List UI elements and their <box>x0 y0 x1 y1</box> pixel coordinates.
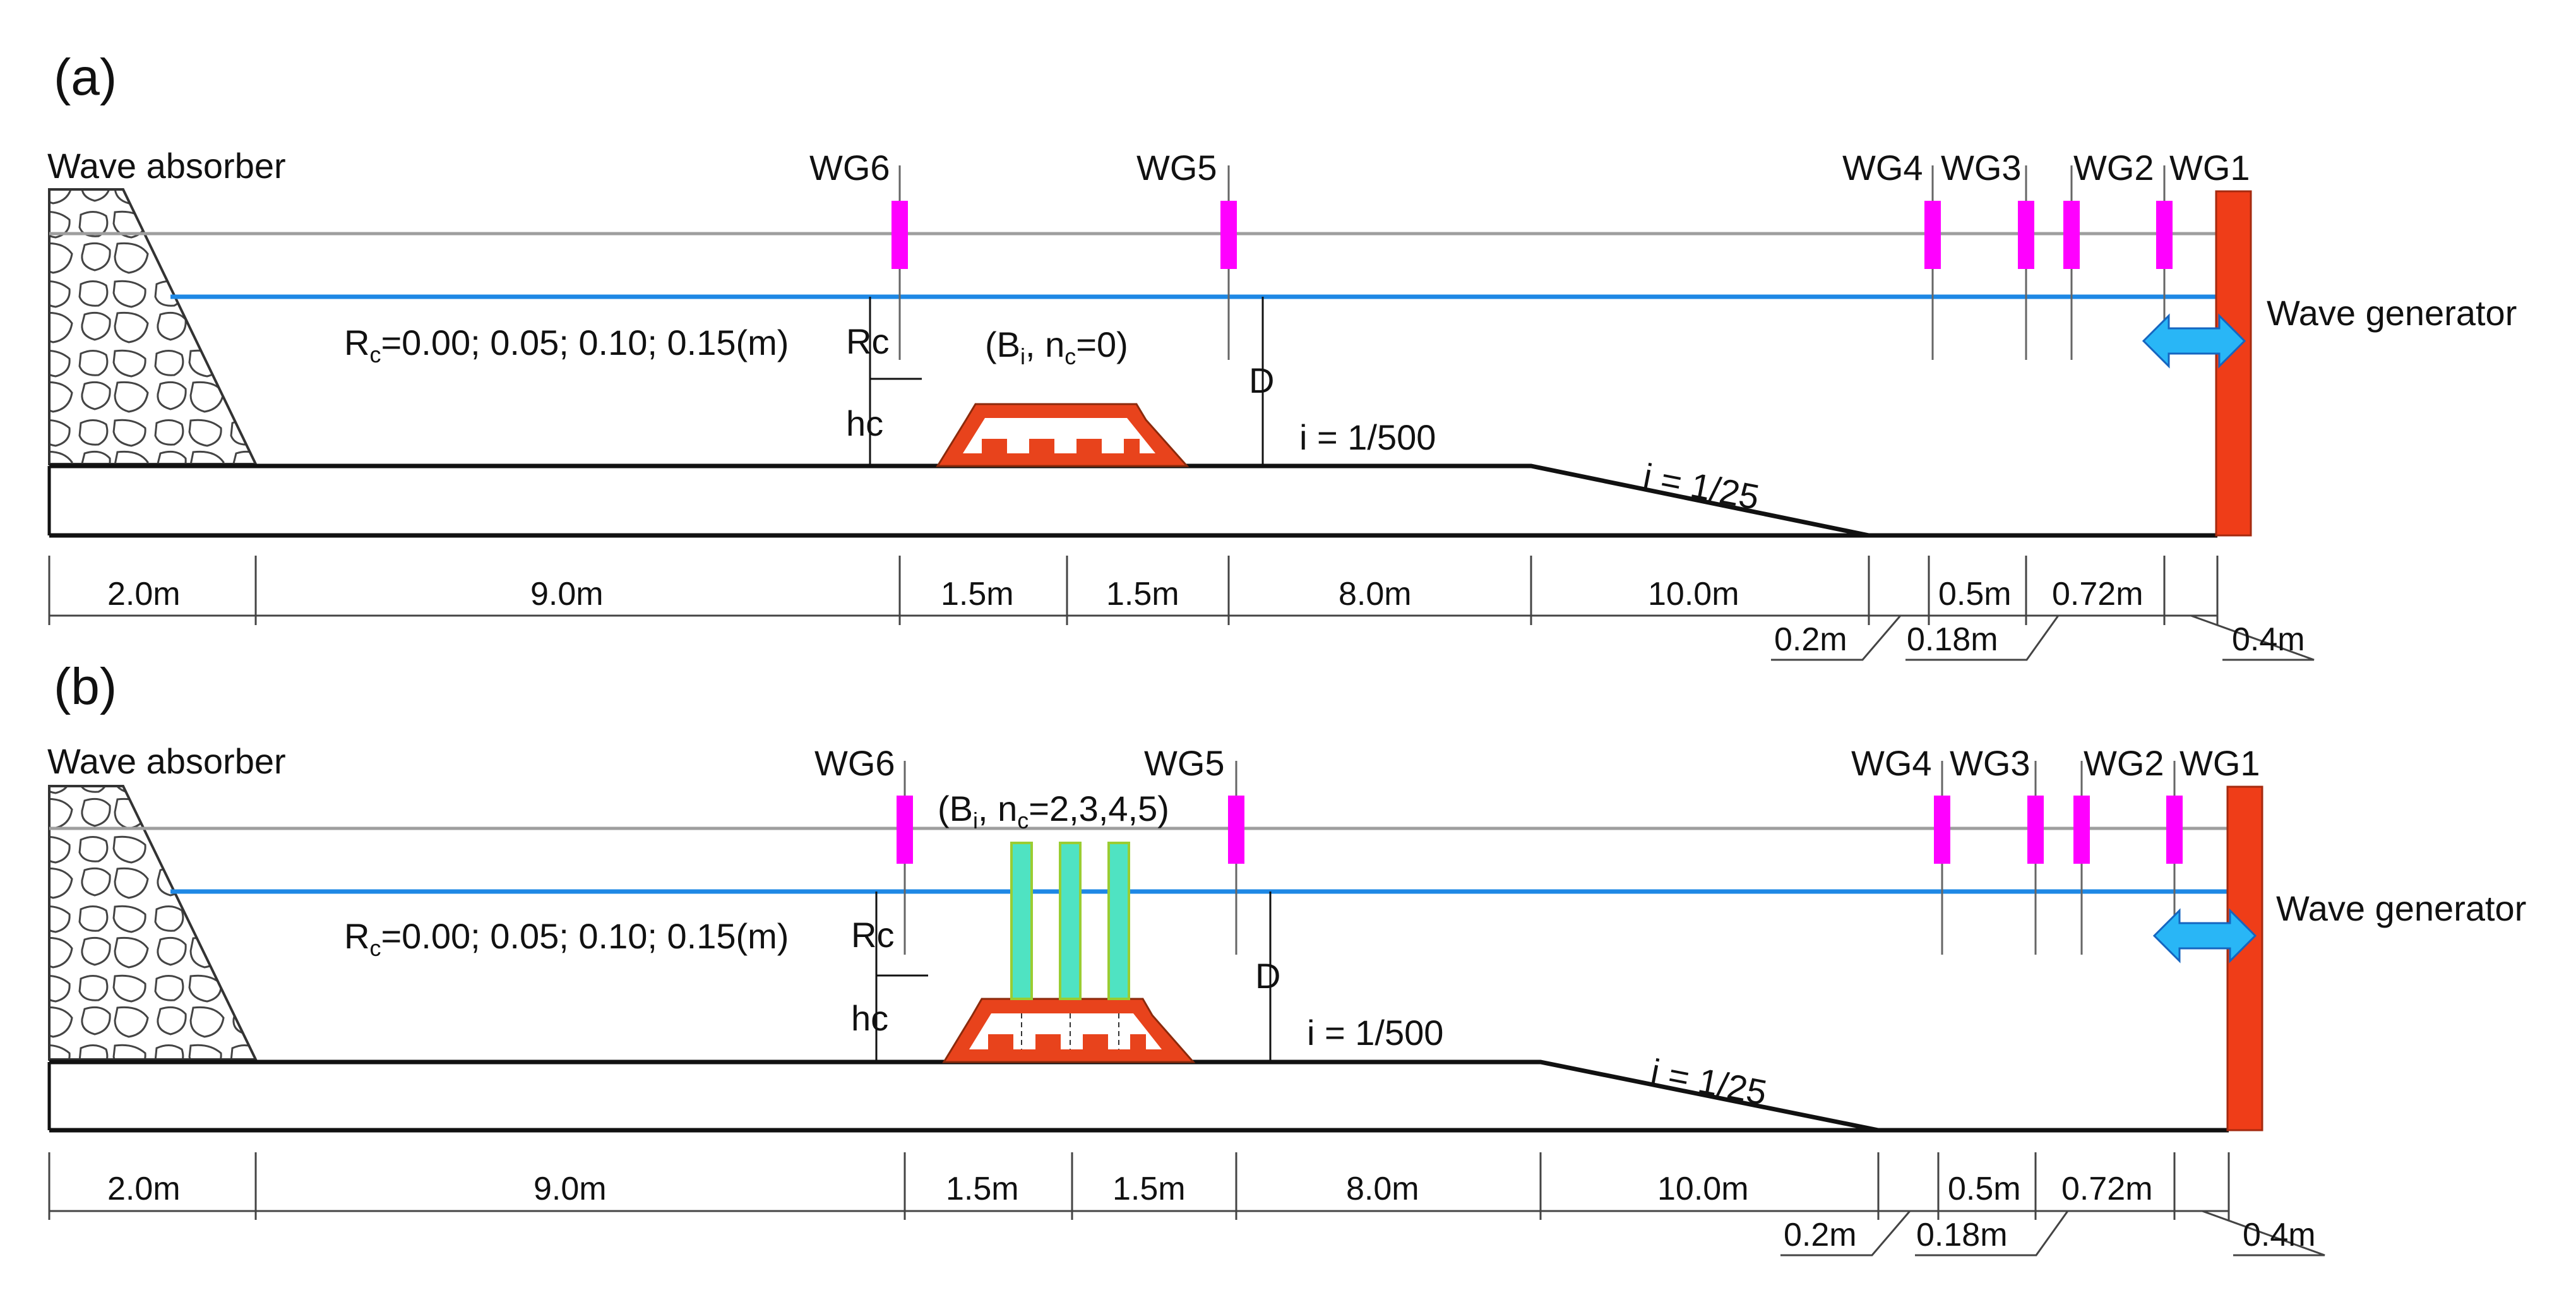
panel-a-label: (a) <box>54 49 117 106</box>
callout-label: 0.18m <box>1916 1217 2008 1253</box>
wave-generator-label: Wave generator <box>2267 293 2517 333</box>
panel-b: (b) Wave absorber WG6 WG5 WG4 WG3 WG2 <box>47 658 2526 1256</box>
wave-gauge-wg5 <box>1220 201 1237 269</box>
dimension-label: 1.5m <box>946 1171 1019 1207</box>
wave-absorber-label: Wave absorber <box>47 741 286 781</box>
flume-bed <box>49 1059 1879 1133</box>
dimension-label: 0.5m <box>1948 1171 2021 1207</box>
callout-label: 0.4m <box>2243 1217 2316 1253</box>
breakwater-structure <box>942 998 1196 1063</box>
callout-label: 0.18m <box>1907 621 1998 658</box>
dimension-label: 2.0m <box>107 1171 181 1207</box>
dimension-label: 1.5m <box>941 576 1014 612</box>
depth-label: D <box>1249 361 1274 400</box>
slope-steep-label: i = 1/25 <box>1648 1051 1770 1113</box>
wave-gauges: WG6 WG5 WG4 WG3 WG2 WG1 <box>814 743 2260 955</box>
panel-a: (a) Wave absorber WG6 WG5 WG4 WG3 <box>47 49 2517 661</box>
wave-gauge-wg4 <box>1934 796 1950 864</box>
dimension-label: 8.0m <box>1346 1171 1419 1207</box>
gauge-label-wg1: WG1 <box>2169 148 2250 188</box>
gauge-label-wg2: WG2 <box>2084 743 2164 783</box>
wave-gauge-wg6 <box>891 201 908 269</box>
dimension-line <box>48 1152 2230 1220</box>
wave-absorber-label: Wave absorber <box>47 146 286 186</box>
gauge-label-wg1: WG1 <box>2179 743 2260 783</box>
breakwater-structure <box>936 403 1190 467</box>
gauge-label-wg3: WG3 <box>1941 148 2022 188</box>
pile-column <box>1059 842 1082 1000</box>
gauge-label-wg6: WG6 <box>809 148 890 188</box>
dimension-label: 9.0m <box>534 1171 607 1207</box>
dimension-label: 8.0m <box>1339 576 1412 612</box>
flume-bed <box>49 463 1869 538</box>
rc-values: Rc=0.00; 0.05; 0.10; 0.15(m) <box>344 916 789 961</box>
structure-label: (Bi, nc=2,3,4,5) <box>938 789 1169 833</box>
panel-b-label: (b) <box>54 658 117 715</box>
wave-absorber-rocks <box>48 188 258 465</box>
wave-gauge-wg2 <box>2063 201 2080 269</box>
pile-column <box>1107 842 1130 1000</box>
dimension-line <box>48 556 2219 625</box>
wave-gauge-wg5 <box>1228 796 1244 864</box>
slope-flat-label: i = 1/500 <box>1299 417 1436 457</box>
gauge-label-wg5: WG5 <box>1136 148 1217 188</box>
dimension-label: 0.72m <box>2061 1171 2153 1207</box>
structure-label: (Bi, nc=0) <box>985 325 1128 369</box>
dimension-label: 0.5m <box>1938 576 2012 612</box>
callout-label: 0.2m <box>1774 621 1847 658</box>
wave-generator-label: Wave generator <box>2276 888 2526 928</box>
dimension-label: 10.0m <box>1657 1171 1749 1207</box>
pile-columns <box>1010 842 1130 1000</box>
wave-gauge-wg6 <box>897 796 913 864</box>
slope-flat-label: i = 1/500 <box>1307 1013 1443 1053</box>
dimension-callouts <box>1771 614 2315 661</box>
pile-column <box>1010 842 1033 1000</box>
dimension-label: 10.0m <box>1648 576 1739 612</box>
gauge-label-wg4: WG4 <box>1842 148 1923 188</box>
rc-label: Rc <box>846 321 889 361</box>
hc-label: hc <box>846 403 883 443</box>
wave-gauge-wg3 <box>2027 796 2044 864</box>
dimension-label: 9.0m <box>530 576 604 612</box>
wave-generator-arrow <box>2142 313 2246 369</box>
dimension-label: 1.5m <box>1106 576 1179 612</box>
rc-values: Rc=0.00; 0.05; 0.10; 0.15(m) <box>344 323 789 367</box>
wave-gauge-wg1 <box>2156 201 2173 269</box>
gauge-label-wg6: WG6 <box>814 743 895 783</box>
callout-label: 0.4m <box>2232 621 2305 658</box>
depth-label: D <box>1255 956 1280 996</box>
gauge-label-wg5: WG5 <box>1144 743 1225 783</box>
dimension-label: 2.0m <box>107 576 181 612</box>
callout-label: 0.2m <box>1784 1217 1857 1253</box>
wave-gauge-wg2 <box>2073 796 2090 864</box>
wave-generator-arrow <box>2152 908 2257 964</box>
wave-absorber-rocks <box>48 785 258 1061</box>
wave-gauges: WG6 WG5 WG4 WG3 WG2 WG1 <box>809 148 2250 360</box>
gauge-label-wg3: WG3 <box>1950 743 2030 783</box>
wave-gauge-wg4 <box>1924 201 1941 269</box>
slope-steep-label: i = 1/25 <box>1640 456 1763 517</box>
gauge-label-wg2: WG2 <box>2073 148 2154 188</box>
hc-label: hc <box>851 998 888 1038</box>
wave-gauge-wg1 <box>2166 796 2183 864</box>
dimension-label: 0.72m <box>2052 576 2144 612</box>
dimension-label: 1.5m <box>1112 1171 1186 1207</box>
rc-label: Rc <box>851 915 894 955</box>
dimension-callouts <box>1780 1210 2325 1256</box>
wave-gauge-wg3 <box>2018 201 2034 269</box>
gauge-label-wg4: WG4 <box>1851 743 1932 783</box>
